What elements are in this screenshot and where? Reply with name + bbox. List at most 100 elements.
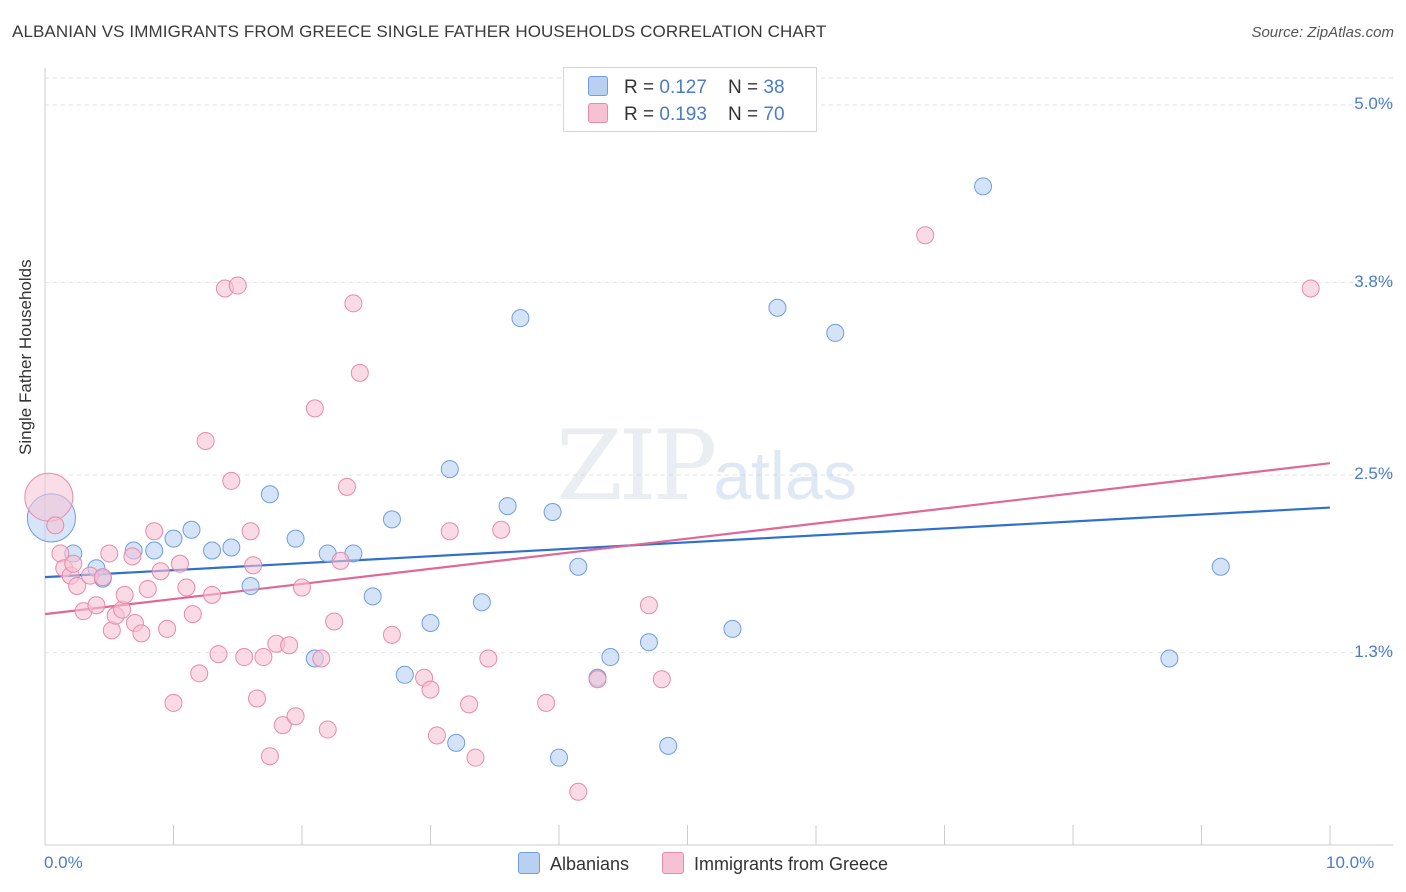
greece-point xyxy=(248,689,267,708)
albanians-point xyxy=(569,557,588,576)
greece-point xyxy=(293,578,311,597)
albanians-point xyxy=(826,323,845,342)
greece-point xyxy=(652,670,671,689)
greece-point xyxy=(312,649,331,668)
greece-point xyxy=(286,707,305,726)
x-tick-label-min: 0.0% xyxy=(44,853,83,872)
greece-point xyxy=(318,720,337,739)
greece-point xyxy=(382,625,401,644)
albanians-point xyxy=(145,541,164,560)
albanians-point xyxy=(260,485,279,504)
albanians-point xyxy=(203,541,222,560)
greece-point xyxy=(228,276,247,295)
greece-point xyxy=(344,294,363,313)
legend: R = 0.127 N = 38 R = 0.193 N = 70 xyxy=(563,67,817,132)
greece-point xyxy=(569,782,588,801)
greece-point xyxy=(46,516,65,535)
greece-point xyxy=(305,399,324,418)
albanians-point xyxy=(363,587,382,606)
albanians-point xyxy=(543,503,562,521)
greece-point xyxy=(177,578,196,597)
greece-point xyxy=(24,472,74,522)
greece-point xyxy=(337,477,356,496)
greece-point xyxy=(64,554,83,573)
albanians-point xyxy=(382,510,401,529)
albanians-point xyxy=(659,736,678,755)
albanians-point xyxy=(472,593,491,612)
albanians-point xyxy=(440,460,459,479)
watermark-zip: ZIP xyxy=(556,410,717,522)
albanians-point xyxy=(222,538,241,557)
source-note: Source: ZipAtlas.com xyxy=(1251,24,1394,41)
albanians-point xyxy=(182,520,201,539)
albanians-point xyxy=(974,177,993,196)
greece-point xyxy=(209,645,228,664)
legend-n-label: N = xyxy=(728,77,764,98)
greece-point xyxy=(196,431,215,450)
x-tick-label-max: 10.0% xyxy=(1326,853,1375,872)
y-axis-label: Single Father Households xyxy=(16,259,35,455)
greece-point xyxy=(115,585,134,604)
albanians-swatch xyxy=(517,852,540,874)
legend-r-label: R = xyxy=(624,104,660,125)
greece-point xyxy=(203,585,222,604)
albanians-point xyxy=(768,298,787,317)
greece-point xyxy=(87,596,106,615)
greece-point xyxy=(537,693,556,712)
legend-r-value: 0.193 xyxy=(659,104,707,125)
greece-point xyxy=(138,579,157,598)
greece-point xyxy=(170,554,189,573)
albanians-point xyxy=(1160,649,1179,668)
greece-point xyxy=(254,648,273,667)
greece-point xyxy=(331,551,350,570)
watermark: ZIPatlas xyxy=(556,410,857,522)
albanians-point xyxy=(395,665,414,684)
greece-point xyxy=(102,621,121,640)
greece-point xyxy=(113,600,132,619)
albanians-point xyxy=(421,614,440,632)
axes xyxy=(44,68,1393,846)
legend-n-value: 38 xyxy=(763,77,785,98)
legend-swatch-greece xyxy=(588,103,608,123)
greece-point xyxy=(466,748,485,767)
albanians-point xyxy=(241,577,260,595)
watermark-atlas: atlas xyxy=(713,438,857,514)
bottom-legend-greece: Immigrants from Greece xyxy=(662,852,888,875)
albanians-point xyxy=(286,529,305,548)
y-tick-label: 5.0% xyxy=(1354,94,1393,113)
greece-point xyxy=(421,680,440,699)
greece-trendline xyxy=(44,462,1331,616)
albanians-point xyxy=(447,733,466,752)
legend-n-value: 70 xyxy=(763,104,785,125)
greece-point xyxy=(68,577,87,595)
albanians-point xyxy=(639,633,658,652)
greece-swatch xyxy=(662,852,685,874)
greece-point xyxy=(93,568,112,587)
greece-point xyxy=(492,520,511,539)
greece-point xyxy=(916,226,935,245)
greece-point xyxy=(273,716,292,735)
greece-point xyxy=(588,670,607,689)
bottom-legend-albanians: Albanians xyxy=(517,852,629,875)
greece-point xyxy=(123,547,142,566)
legend-row-greece: R = 0.193 N = 70 xyxy=(588,103,785,125)
y-tick-label: 1.3% xyxy=(1354,641,1393,661)
y-tick-label: 3.8% xyxy=(1354,271,1393,291)
legend-swatch-albanians xyxy=(588,76,608,96)
greece-point xyxy=(241,522,260,541)
legend-r-label: R = xyxy=(624,77,660,98)
albanians-point xyxy=(164,529,183,548)
greece-point xyxy=(479,649,498,668)
legend-n-label: N = xyxy=(728,104,764,125)
greece-point xyxy=(244,556,263,575)
greece-point xyxy=(260,747,279,766)
y-tick-label: 2.5% xyxy=(1354,464,1393,483)
greece-point xyxy=(164,693,183,712)
greece-point xyxy=(235,648,254,667)
albanians-point xyxy=(601,648,620,667)
greece-point xyxy=(440,522,459,541)
albanians-point xyxy=(723,619,742,638)
greece-point xyxy=(325,612,344,631)
greece-point xyxy=(145,522,164,541)
